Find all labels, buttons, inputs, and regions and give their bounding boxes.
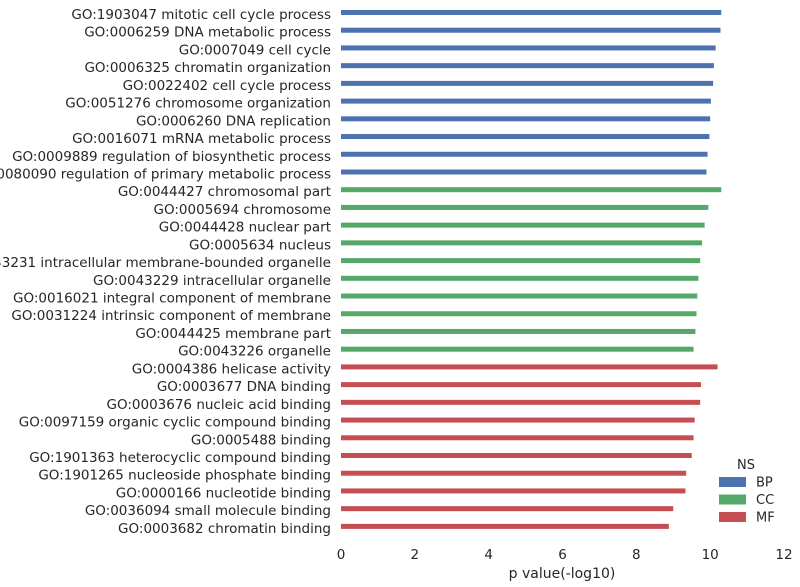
bar-bp [341, 63, 714, 69]
category-label: GO:0080090 regulation of primary metabol… [0, 166, 331, 182]
x-tick-label: 4 [484, 547, 493, 563]
category-label: GO:0006325 chromatin organization [84, 60, 331, 76]
category-label: GO:0009889 regulation of biosynthetic pr… [12, 149, 331, 165]
bar-cc [341, 258, 701, 264]
bars-layer [341, 10, 722, 529]
category-label: GO:0097159 organic cyclic compound bindi… [19, 415, 331, 431]
category-label: GO:0003676 nucleic acid binding [107, 397, 332, 413]
legend-swatch-mf [719, 512, 746, 522]
x-tick-label: 12 [775, 547, 792, 563]
bar-bp [341, 151, 708, 157]
category-label: GO:0044428 nuclear part [159, 220, 331, 236]
bar-mf [341, 435, 694, 441]
x-tick-label: 10 [702, 547, 719, 563]
bar-cc [341, 311, 697, 317]
category-label: GO:0044427 chromosomal part [118, 184, 331, 200]
legend-swatch-bp [719, 477, 746, 487]
bar-cc [341, 187, 722, 193]
category-label: GO:0043229 intracellular organelle [93, 273, 331, 289]
x-tick-label: 2 [411, 547, 420, 563]
legend-label-mf: MF [756, 511, 775, 526]
bar-cc [341, 275, 699, 281]
bar-bp [341, 116, 711, 122]
category-label: GO:0007049 cell cycle [179, 42, 331, 58]
category-label: GO:1903047 mitotic cell cycle process [71, 7, 331, 23]
category-label: GO:0003682 chromatin binding [118, 521, 331, 537]
category-label: GO:0036094 small molecule binding [85, 503, 331, 519]
bar-bp [341, 27, 721, 33]
x-tick-label: 0 [337, 547, 346, 563]
category-label: GO:0043231 intracellular membrane-bounde… [0, 255, 331, 271]
category-label: GO:0044425 membrane part [135, 326, 331, 342]
bar-mf [341, 417, 695, 423]
legend: NS BP CC MF [719, 458, 775, 526]
bar-mf [341, 470, 687, 476]
bar-bp [341, 10, 722, 15]
category-label: GO:0004386 helicase activity [132, 361, 331, 377]
bar-mf [341, 506, 674, 512]
category-label: GO:0006260 DNA replication [136, 113, 331, 129]
legend-title: NS [737, 458, 755, 473]
bar-cc [341, 222, 705, 228]
bar-bp [341, 45, 716, 51]
bar-bp [341, 134, 710, 140]
category-label: GO:0022402 cell cycle process [123, 78, 331, 94]
category-label: GO:0016071 mRNA metabolic process [72, 131, 331, 147]
bar-mf [341, 399, 701, 405]
legend-label-cc: CC [756, 493, 774, 508]
category-label: GO:0000166 nucleotide binding [116, 485, 331, 501]
category-label: GO:0016021 integral component of membran… [13, 291, 331, 307]
bar-mf [341, 382, 701, 388]
bar-cc [341, 293, 698, 299]
x-tick-label: 8 [632, 547, 641, 563]
bar-cc [341, 240, 703, 246]
category-label: GO:1901363 heterocyclic compound binding [29, 450, 331, 466]
category-label: GO:0005488 binding [191, 432, 331, 448]
category-label: GO:0005634 nucleus [189, 237, 331, 253]
legend-swatch-cc [719, 494, 746, 505]
bar-mf [341, 364, 718, 370]
category-labels: GO:1903047 mitotic cell cycle process GO:… [0, 7, 331, 537]
category-label: GO:0043226 organelle [178, 344, 331, 360]
category-label: GO:1901265 nucleoside phosphate binding [38, 468, 331, 484]
category-label: GO:0006259 DNA metabolic process [84, 25, 331, 41]
x-axis: p value(-log10) 0 2 4 6 8 10 12 [337, 547, 793, 582]
bar-mf [341, 453, 692, 458]
bar-bp [341, 169, 707, 175]
bar-cc [341, 204, 709, 210]
category-label: GO:0005694 chromosome [154, 202, 331, 218]
bar-cc [341, 328, 696, 334]
bar-mf [341, 488, 686, 494]
bar-mf [341, 523, 669, 529]
bar-bp [341, 98, 711, 104]
bar-cc [341, 346, 694, 352]
bar-bp [341, 80, 714, 86]
x-tick-label: 6 [558, 547, 567, 563]
legend-label-bp: BP [756, 476, 773, 491]
category-label: GO:0003677 DNA binding [157, 379, 331, 395]
category-label: GO:0051276 chromosome organization [65, 96, 331, 112]
category-label: GO:0031224 intrinsic component of membra… [11, 308, 331, 324]
x-axis-title: p value(-log10) [509, 566, 616, 582]
